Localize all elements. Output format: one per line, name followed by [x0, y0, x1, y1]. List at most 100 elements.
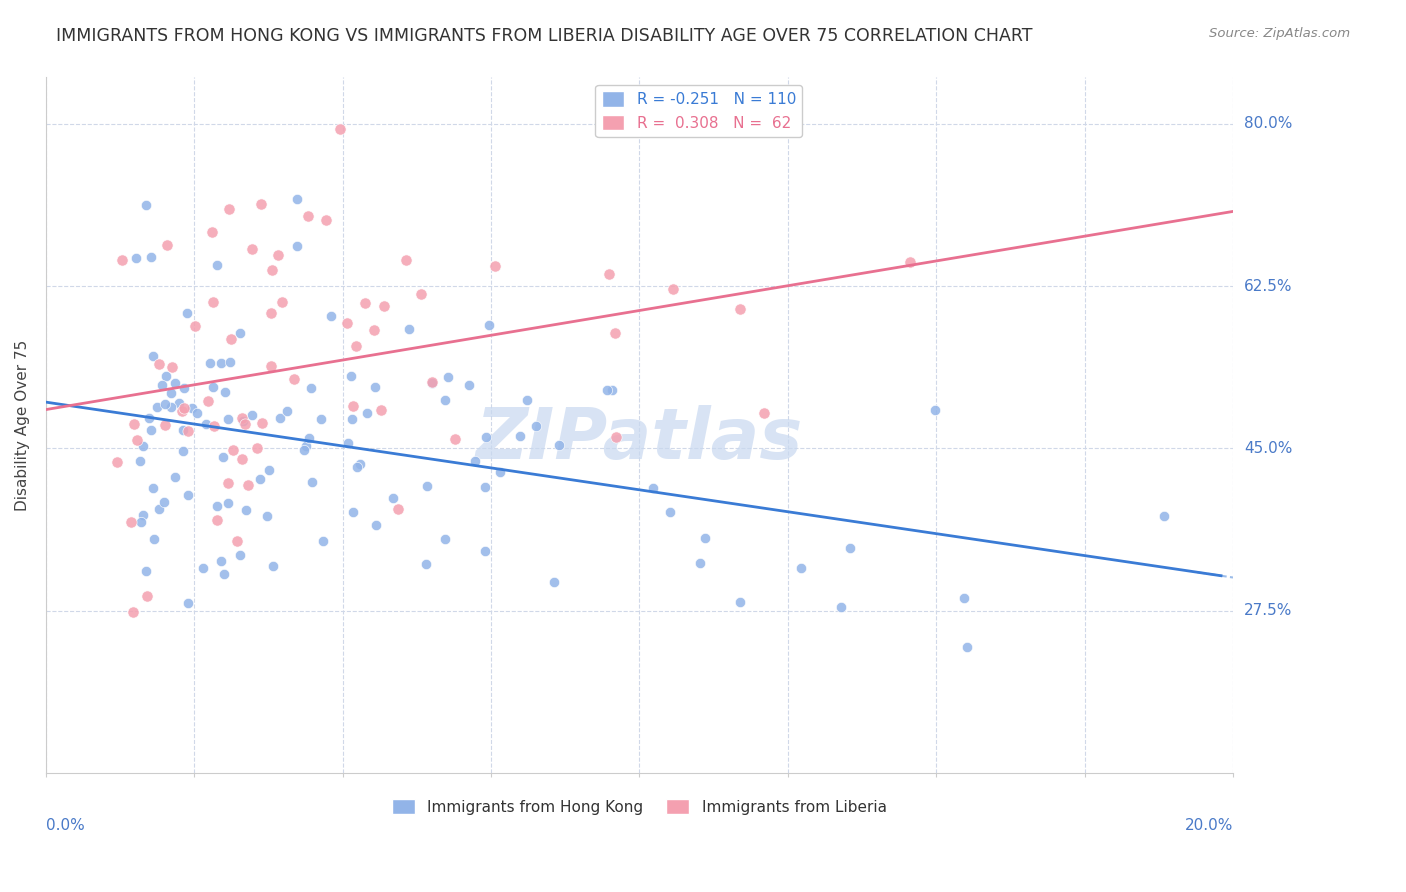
Point — [205, 258, 228, 272]
Point — [146, 400, 169, 414]
Point — [217, 411, 239, 425]
Point — [292, 442, 315, 457]
Point — [148, 357, 170, 371]
Point — [172, 444, 194, 458]
Point — [233, 417, 256, 431]
Point — [295, 439, 318, 453]
Point — [1153, 509, 1175, 524]
Point — [790, 561, 813, 575]
Point — [229, 326, 252, 340]
Point — [596, 383, 619, 397]
Point — [260, 263, 283, 277]
Point — [172, 423, 194, 437]
Point — [231, 411, 253, 425]
Point — [605, 326, 627, 340]
Point — [364, 380, 387, 394]
Point — [444, 432, 467, 446]
Point — [387, 502, 409, 516]
Point — [297, 209, 319, 223]
Point — [953, 591, 976, 605]
Text: Source: ZipAtlas.com: Source: ZipAtlas.com — [1209, 27, 1350, 40]
Point — [548, 438, 571, 452]
Point — [484, 259, 506, 273]
Point — [956, 640, 979, 654]
Point — [605, 430, 627, 444]
Point — [150, 377, 173, 392]
Point — [285, 239, 308, 253]
Point — [240, 408, 263, 422]
Point — [301, 475, 323, 489]
Point — [250, 197, 273, 211]
Point — [176, 306, 198, 320]
Point — [122, 417, 145, 432]
Point — [728, 594, 751, 608]
Point — [329, 122, 352, 136]
Point — [195, 417, 218, 431]
Point — [416, 479, 439, 493]
Point — [516, 393, 538, 408]
Point — [340, 412, 363, 426]
Point — [276, 404, 298, 418]
Point — [249, 472, 271, 486]
Point — [143, 532, 166, 546]
Point — [838, 541, 860, 555]
Point — [381, 491, 404, 506]
Point — [728, 302, 751, 317]
Text: 27.5%: 27.5% — [1244, 603, 1292, 618]
Point — [240, 242, 263, 256]
Point — [197, 394, 219, 409]
Point — [226, 534, 249, 549]
Point — [524, 419, 547, 434]
Point — [689, 556, 711, 570]
Point — [148, 502, 170, 516]
Point — [353, 296, 375, 310]
Point — [138, 411, 160, 425]
Point — [218, 202, 240, 216]
Point — [269, 410, 291, 425]
Point — [641, 482, 664, 496]
Point — [319, 309, 342, 323]
Point — [111, 253, 134, 268]
Point — [184, 319, 207, 334]
Point — [153, 417, 176, 432]
Point — [475, 430, 498, 444]
Point — [602, 383, 624, 397]
Point — [202, 418, 225, 433]
Point — [349, 457, 371, 471]
Text: IMMIGRANTS FROM HONG KONG VS IMMIGRANTS FROM LIBERIA DISABILITY AGE OVER 75 CORR: IMMIGRANTS FROM HONG KONG VS IMMIGRANTS … — [56, 27, 1033, 45]
Point — [752, 406, 775, 420]
Point — [219, 332, 242, 346]
Point — [267, 247, 290, 261]
Point — [373, 299, 395, 313]
Point — [177, 424, 200, 438]
Point — [231, 452, 253, 467]
Point — [160, 360, 183, 375]
Point — [344, 339, 367, 353]
Point — [209, 357, 232, 371]
Point — [398, 322, 420, 336]
Point — [346, 459, 368, 474]
Point — [165, 376, 187, 391]
Point — [186, 406, 208, 420]
Point — [250, 416, 273, 430]
Point — [232, 414, 254, 428]
Point — [173, 401, 195, 415]
Point — [209, 554, 232, 568]
Point — [221, 443, 243, 458]
Point — [169, 396, 191, 410]
Point — [217, 496, 239, 510]
Point — [177, 596, 200, 610]
Point — [142, 481, 165, 495]
Point — [543, 574, 565, 589]
Point — [489, 465, 512, 479]
Point — [202, 295, 225, 310]
Point — [135, 564, 157, 578]
Point — [309, 411, 332, 425]
Point — [356, 406, 378, 420]
Point — [260, 306, 283, 320]
Point — [662, 282, 685, 296]
Point — [370, 402, 392, 417]
Point — [153, 495, 176, 509]
Point — [315, 213, 337, 227]
Point — [312, 533, 335, 548]
